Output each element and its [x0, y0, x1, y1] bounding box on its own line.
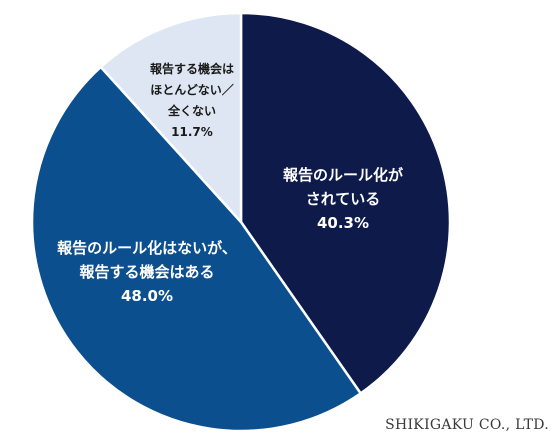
company-credit: SHIKIGAKU CO., LTD. [385, 417, 549, 433]
pie-slice-1 [239, 11, 452, 395]
slice-label-1: 報告のルール化がされている 40.3% [283, 166, 404, 232]
slice-category-label: 報告のルール化はないが、 [57, 239, 237, 257]
slice-label-3: 報告する機会はほとんどない／ 全くない 11.7% [150, 61, 234, 139]
pie-slice-3 [99, 11, 243, 224]
slice-value-label: 48.0% [121, 287, 173, 305]
pie-slice-2 [30, 65, 362, 433]
slice-category-label: 報告する機会はある [79, 263, 214, 281]
slice-value-label: 40.3% [317, 214, 369, 232]
slice-category-label: 全くない [167, 103, 216, 118]
slice-label-2: 報告のルール化はないが、報告する機会はある 48.0% [57, 239, 237, 305]
slice-category-label: されている [306, 190, 381, 208]
slice-category-label: ほとんどない／ [150, 82, 233, 97]
slice-category-label: 報告のルール化が [283, 166, 404, 184]
slice-value-label: 11.7% [171, 125, 213, 139]
slice-category-label: 報告する機会は [150, 61, 234, 76]
